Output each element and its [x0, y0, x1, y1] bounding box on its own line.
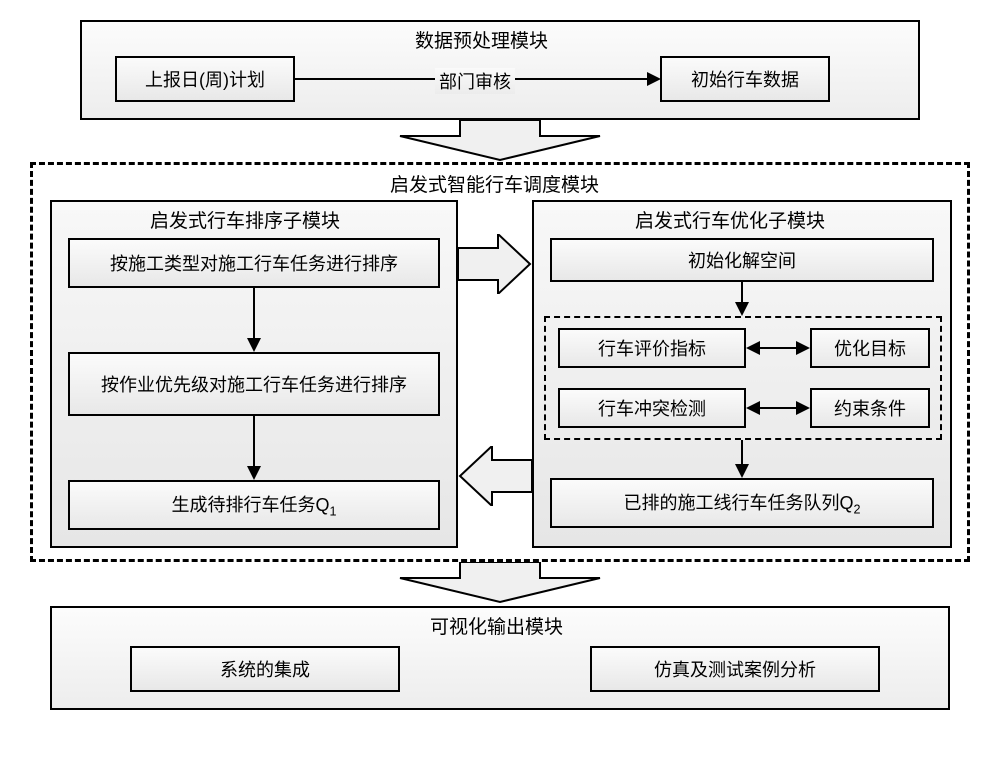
arrow-inner-top-r: [796, 341, 810, 355]
arrow-inner-top-l: [746, 341, 760, 355]
submodule-opt-title: 启发式行车优化子模块: [635, 206, 825, 233]
sort-step2: 按作业优先级对施工行车任务进行排序: [68, 352, 440, 416]
arrow-opt-1-head: [735, 302, 749, 316]
arrow-inner-bot: [758, 407, 798, 409]
big-arrow-lr: [458, 234, 532, 294]
arrow-inner-bot-r: [796, 401, 810, 415]
sort-step3-sub: 1: [330, 505, 337, 519]
sort-step3-prefix: 生成待排行车任务Q: [171, 495, 329, 515]
arrow-sort-2: [253, 416, 255, 468]
box-init-data: 初始行车数据: [660, 56, 830, 102]
arrow-opt-1: [741, 282, 743, 304]
sort-step1: 按施工类型对施工行车任务进行排序: [68, 238, 440, 288]
arrow-opt-2-head: [735, 464, 749, 478]
diagram-canvas: 数据预处理模块 上报日(周)计划 初始行车数据 部门审核 启发式智能行车调度模块…: [20, 20, 980, 756]
opt-result-prefix: 已排的施工线行车任务队列Q: [623, 493, 853, 513]
big-arrow-1: [390, 120, 610, 162]
opt-inner-d: 约束条件: [810, 388, 930, 428]
opt-result: 已排的施工线行车任务队列Q2: [550, 478, 934, 528]
module-preprocess-title: 数据预处理模块: [415, 26, 548, 53]
module-output-title: 可视化输出模块: [430, 612, 563, 639]
opt-inner-b: 优化目标: [810, 328, 930, 368]
edge-label-audit: 部门审核: [435, 68, 515, 94]
opt-inner-c: 行车冲突检测: [558, 388, 746, 428]
big-arrow-rl: [458, 446, 532, 506]
arrow-inner-top: [758, 347, 798, 349]
sort-step3-label: 生成待排行车任务Q1: [171, 491, 336, 519]
arrow-opt-2: [741, 440, 743, 466]
arrow-m1-head: [647, 72, 661, 86]
output-box-b: 仿真及测试案例分析: [590, 646, 880, 692]
opt-step1: 初始化解空间: [550, 238, 934, 282]
big-arrow-2: [390, 562, 610, 604]
output-box-a: 系统的集成: [130, 646, 400, 692]
opt-result-sub: 2: [853, 503, 860, 517]
module-scheduling-title: 启发式智能行车调度模块: [390, 170, 599, 197]
arrow-inner-bot-l: [746, 401, 760, 415]
submodule-sort-title: 启发式行车排序子模块: [150, 206, 340, 233]
opt-inner-a: 行车评价指标: [558, 328, 746, 368]
arrow-sort-2-head: [247, 466, 261, 480]
sort-step3: 生成待排行车任务Q1: [68, 480, 440, 530]
box-report-plan: 上报日(周)计划: [115, 56, 295, 102]
opt-result-label: 已排的施工线行车任务队列Q2: [623, 489, 860, 517]
arrow-sort-1: [253, 288, 255, 340]
arrow-sort-1-head: [247, 338, 261, 352]
